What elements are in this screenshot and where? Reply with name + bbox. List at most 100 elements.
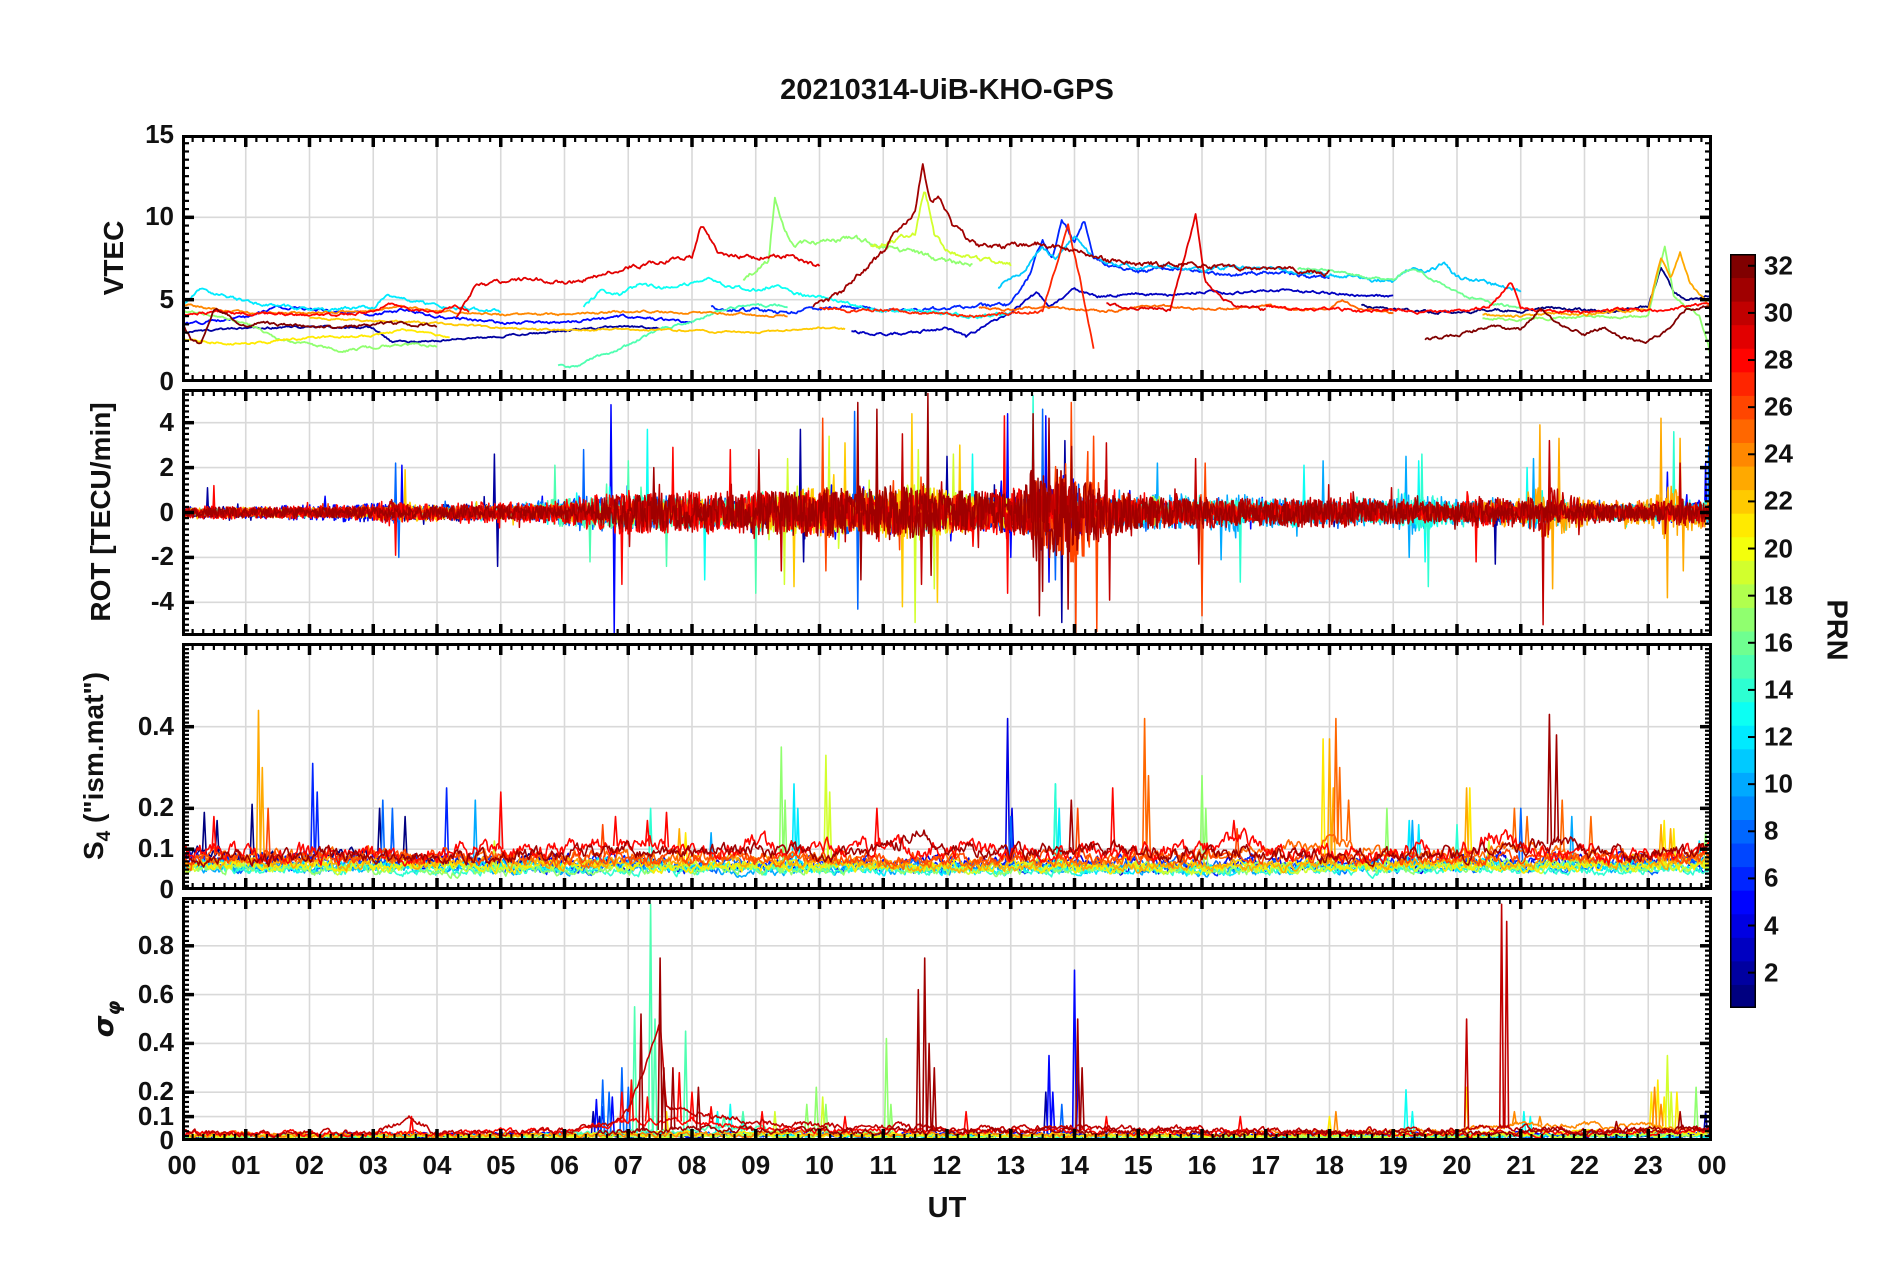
series-prn-15	[557, 303, 788, 369]
xtick-label: 07	[613, 1150, 643, 1180]
colorbar-tick-label: 30	[1764, 297, 1793, 328]
panel-sigma-phi-plot	[182, 897, 1712, 1141]
series-prn-3	[851, 287, 1394, 338]
ytick-label-s4: 0	[159, 873, 174, 904]
ytick-label-s4: 0.4	[137, 710, 174, 741]
series-prn-17	[182, 308, 438, 353]
xtick-label: 16	[1187, 1150, 1217, 1180]
xtick-label: 22	[1570, 1150, 1599, 1180]
panel-vtec-plot	[182, 135, 1712, 382]
ytick-label-vtec: 5	[159, 283, 174, 314]
series-prn-17	[1482, 245, 1712, 373]
series-prn-5	[182, 304, 693, 326]
colorbar-tick-label: 32	[1764, 250, 1793, 281]
ytick-label-sig: 0.2	[137, 1076, 174, 1107]
xtick-label: 12	[932, 1150, 962, 1180]
colorbar-tick-label: 26	[1764, 391, 1793, 422]
xtick-label: 19	[1378, 1150, 1408, 1180]
series-prn-25	[978, 299, 1394, 315]
colorbar-tick-label: 4	[1764, 910, 1779, 941]
panel-rot-plot	[182, 389, 1712, 636]
xtick-label: 23	[1633, 1150, 1663, 1180]
colorbar-tick-label: 14	[1764, 674, 1793, 705]
panel-s4-plot	[182, 643, 1712, 890]
xtick-label: 15	[1123, 1150, 1153, 1180]
series-prn-27	[819, 223, 1095, 349]
colorbar-tick-label: 16	[1764, 627, 1793, 658]
xtick-label: 11	[869, 1150, 898, 1180]
ytick-label-sig: 0.6	[137, 978, 174, 1009]
xtick-label: 00	[1697, 1150, 1727, 1180]
xtick-label: 20	[1442, 1150, 1472, 1180]
ytick-label-sig: 0.1	[137, 1100, 174, 1131]
series-prn-15	[557, 903, 789, 1137]
xtick-label: 21	[1506, 1150, 1536, 1180]
xlabel-ut: UT	[927, 1192, 967, 1224]
series-prn-31	[182, 713, 1712, 868]
xtick-label: 14	[1060, 1150, 1089, 1180]
xtick-label: 02	[295, 1150, 324, 1180]
series-prn-28	[182, 787, 1712, 867]
ytick-label-rot: 2	[159, 451, 174, 482]
series-prn-32	[182, 307, 438, 345]
xtick-label: 13	[996, 1150, 1026, 1180]
colorbar-tick-label: 28	[1764, 344, 1793, 375]
ylabel-s4: S4 ("ism.mat")	[78, 671, 115, 861]
series-prn-21	[182, 738, 1712, 875]
xtick-label: 05	[486, 1150, 516, 1180]
series-prn-17	[182, 746, 1712, 879]
xtick-label: 04	[422, 1150, 452, 1180]
series-prn-2	[182, 324, 661, 344]
series-prn-26	[182, 807, 1712, 867]
series-prn-19	[870, 191, 1012, 267]
colorbar-tick-label: 22	[1764, 485, 1793, 516]
series-prn-22	[309, 316, 846, 335]
xtick-label: 10	[805, 1150, 834, 1180]
series-prn-14	[182, 783, 1712, 879]
ytick-label-sig: 0.4	[137, 1027, 174, 1058]
series-prn-16	[1297, 267, 1522, 309]
series-prn-28	[1265, 282, 1712, 315]
series-prn-31	[595, 957, 1712, 1138]
ytick-label-sig: 0	[159, 1124, 174, 1155]
series-prn-25	[182, 717, 1712, 872]
xtick-label: 08	[677, 1150, 707, 1180]
colorbar-tick-label: 10	[1764, 768, 1793, 799]
series-prn-24	[182, 303, 788, 318]
colorbar-tick-label: 24	[1764, 438, 1793, 469]
colorbar-tick-label: 12	[1764, 721, 1793, 752]
colorbar-tick-label: 18	[1764, 580, 1793, 611]
series-prn-23	[182, 709, 1712, 874]
xtick-label: 00	[167, 1150, 197, 1180]
ytick-label-vtec: 0	[159, 365, 174, 396]
ytick-label-rot: -4	[150, 586, 174, 617]
series-prn-17	[742, 196, 973, 281]
ytick-label-rot: 0	[159, 496, 174, 527]
series-prn-23	[1482, 251, 1712, 318]
colorbar	[1730, 254, 1756, 1013]
ytick-label-vtec: 10	[145, 201, 174, 232]
series-prn-29	[1106, 213, 1267, 313]
ytick-label-s4: 0.1	[137, 833, 174, 864]
series-prn-28	[182, 302, 470, 317]
colorbar-tick-label: 6	[1764, 862, 1779, 893]
ytick-label-rot: 4	[159, 406, 174, 437]
series-prn-31	[182, 392, 1712, 617]
xtick-label: 01	[231, 1150, 261, 1180]
colorbar-tick-label: 8	[1764, 815, 1779, 846]
chart-title: 20210314-UiB-KHO-GPS	[780, 74, 1114, 106]
series-prn-1	[1360, 266, 1712, 315]
series-prn-31	[812, 163, 1331, 308]
ytick-label-s4: 0.2	[137, 792, 174, 823]
xtick-label: 17	[1251, 1150, 1281, 1180]
ytick-label-rot: -2	[150, 541, 174, 572]
ytick-label-vtec: 15	[145, 118, 174, 149]
xtick-label: 03	[358, 1150, 388, 1180]
xtick-label: 18	[1315, 1150, 1344, 1180]
series-prn-21	[182, 328, 450, 346]
series-prn-29	[455, 226, 821, 318]
colorbar-tick-label: 2	[1764, 957, 1779, 988]
xtick-label: 09	[741, 1150, 771, 1180]
colorbar-tick-label: 20	[1764, 533, 1793, 564]
